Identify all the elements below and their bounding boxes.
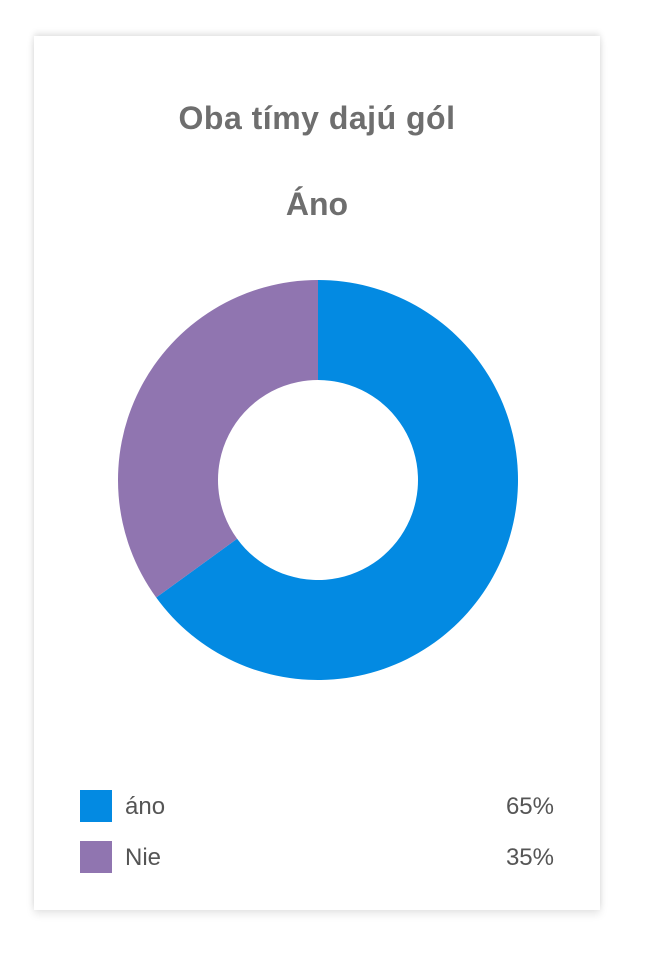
legend-swatch-nie [80, 841, 112, 873]
legend-swatch-ano [80, 790, 112, 822]
legend-item-nie: Nie 35% [80, 841, 554, 873]
legend-label: áno [125, 793, 166, 820]
chart-card: Oba tímy dajú gól Áno áno 65% Nie 35% [34, 36, 600, 910]
legend-label: Nie [125, 844, 162, 871]
donut-slice-áno [156, 280, 518, 680]
legend-value: 65% [505, 793, 554, 820]
donut-chart [118, 280, 518, 680]
chart-subtitle: Áno [285, 186, 349, 222]
donut-slice-nie [118, 280, 318, 598]
chart-title: Oba tímy dajú gól [178, 100, 456, 136]
legend-value: 35% [505, 844, 554, 871]
legend-item-ano: áno 65% [80, 790, 554, 822]
